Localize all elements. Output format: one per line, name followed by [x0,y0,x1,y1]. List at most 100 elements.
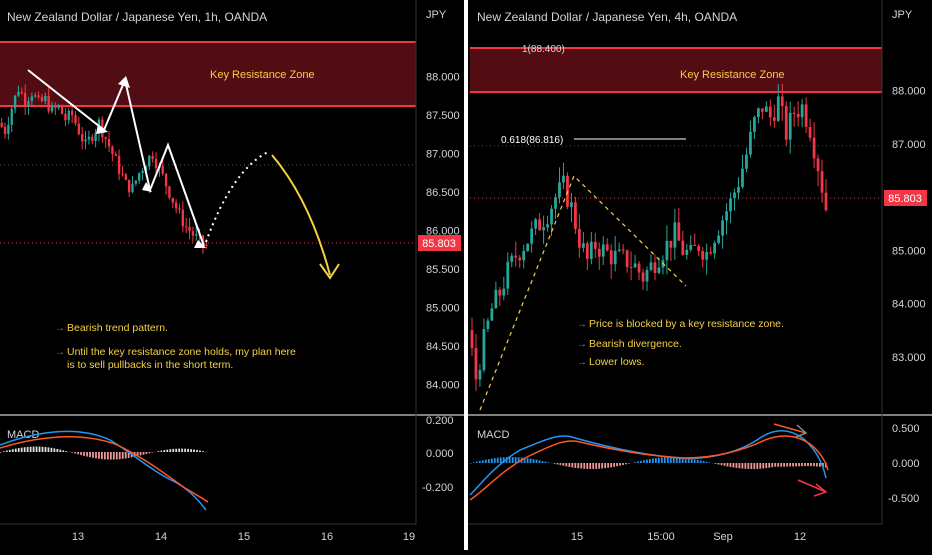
zone-label-right: Key Resistance Zone [680,69,785,81]
candle-body [88,137,90,140]
candle-body [805,104,808,127]
candle-body [574,202,577,229]
time-tick-left-3: 15 [238,531,250,543]
macd-bar [470,463,472,464]
macd-bar [3,451,5,452]
macd-bar [199,451,201,452]
macd-bar [172,449,174,452]
candle-body [175,203,177,209]
macd-bar [92,452,94,458]
macd-bar [560,463,562,465]
candle-body [534,219,537,228]
candle-body [606,244,609,250]
candle-body [638,264,641,273]
price-tick: 84.000 [892,299,926,311]
candle-body [125,175,127,180]
note-left-3: is to sell pullbacks in the short term. [67,359,233,371]
candle-body [148,156,150,167]
candle-body [785,106,788,140]
candle-body [27,101,29,106]
macd-label-right: MACD [477,429,509,441]
candle-body [666,241,669,260]
candle-body [192,231,194,235]
candle-body [713,243,716,254]
macd-bar [65,451,67,452]
candle-body [809,127,812,138]
candle-body [78,124,80,135]
price-tick: 84.500 [426,341,460,353]
macd-bar [816,463,818,466]
candle-body [741,169,744,187]
candle-body [586,243,589,259]
macd-bar [718,463,720,465]
chart-title-right: New Zealand Dollar / Japanese Yen, 4h, O… [477,10,737,24]
candle-body [58,105,60,108]
macd-bar [33,447,35,452]
macd-bar [813,463,815,466]
candle-body [494,290,497,308]
macd-bar [622,463,624,465]
macd-bar [86,452,88,457]
macd-bar [807,463,809,466]
macd-bar [724,463,726,466]
candle-body [61,105,63,114]
macd-bar [762,463,764,468]
macd-bar [116,452,118,459]
macd-bar [697,460,699,463]
candle-body [182,210,184,227]
down-arrow-line [798,480,826,492]
macd-bar [36,447,38,452]
candle-body [11,109,13,125]
macd-bar [113,452,115,460]
candle-body [502,289,505,296]
macd-bar [795,463,797,466]
note-right-1: Price is blocked by a key resistance zon… [589,318,784,330]
candle-body [518,258,521,261]
macd-bar [500,457,502,463]
macd-bar [574,463,576,468]
macd-bar [488,459,490,463]
right-chart-panel[interactable]: Key Resistance Zone 1(88.400) 0.618(86.8… [468,0,932,543]
candle-body [475,348,478,379]
candle-body [749,132,752,155]
macd-bar [473,462,475,463]
candle-body [701,251,704,260]
macd-bar [565,463,567,466]
candle-body [471,330,474,348]
candle-body [138,173,140,181]
candle-body [646,270,649,282]
macd-bar [152,452,154,453]
macd-bar [533,459,535,463]
macd-bar [801,463,803,466]
candle-body [74,115,76,123]
candle-body [47,96,49,111]
candle-body [185,226,187,227]
candle-body [51,106,53,111]
candle-body [590,242,593,259]
candle-body [598,249,601,257]
macd-bar [56,449,58,452]
candle-body [821,171,824,192]
macd-bar [184,449,186,452]
panel-divider[interactable] [464,0,468,550]
candle-body [195,234,197,235]
candle-body [91,137,93,141]
left-chart-panel[interactable]: Key Resistance Zone → Bearish trend patt… [0,0,466,543]
macd-bar [583,463,585,469]
macd-bar [166,450,168,452]
macd-bar [512,457,514,463]
macd-bar [42,447,44,452]
candle-body [630,267,633,268]
candle-body [729,198,732,211]
macd-bar [107,452,109,460]
macd-bar [187,449,189,452]
macd-bar [545,462,547,463]
macd-bar [74,452,76,454]
price-ticks-left: 88.00087.50087.00086.50086.00085.50085.0… [426,72,460,392]
macd-bar [562,463,564,466]
candle-body [642,272,645,281]
macd-bar [122,452,124,459]
candle-body [7,125,9,134]
candle-body [31,96,33,101]
macd-bar [819,463,821,467]
